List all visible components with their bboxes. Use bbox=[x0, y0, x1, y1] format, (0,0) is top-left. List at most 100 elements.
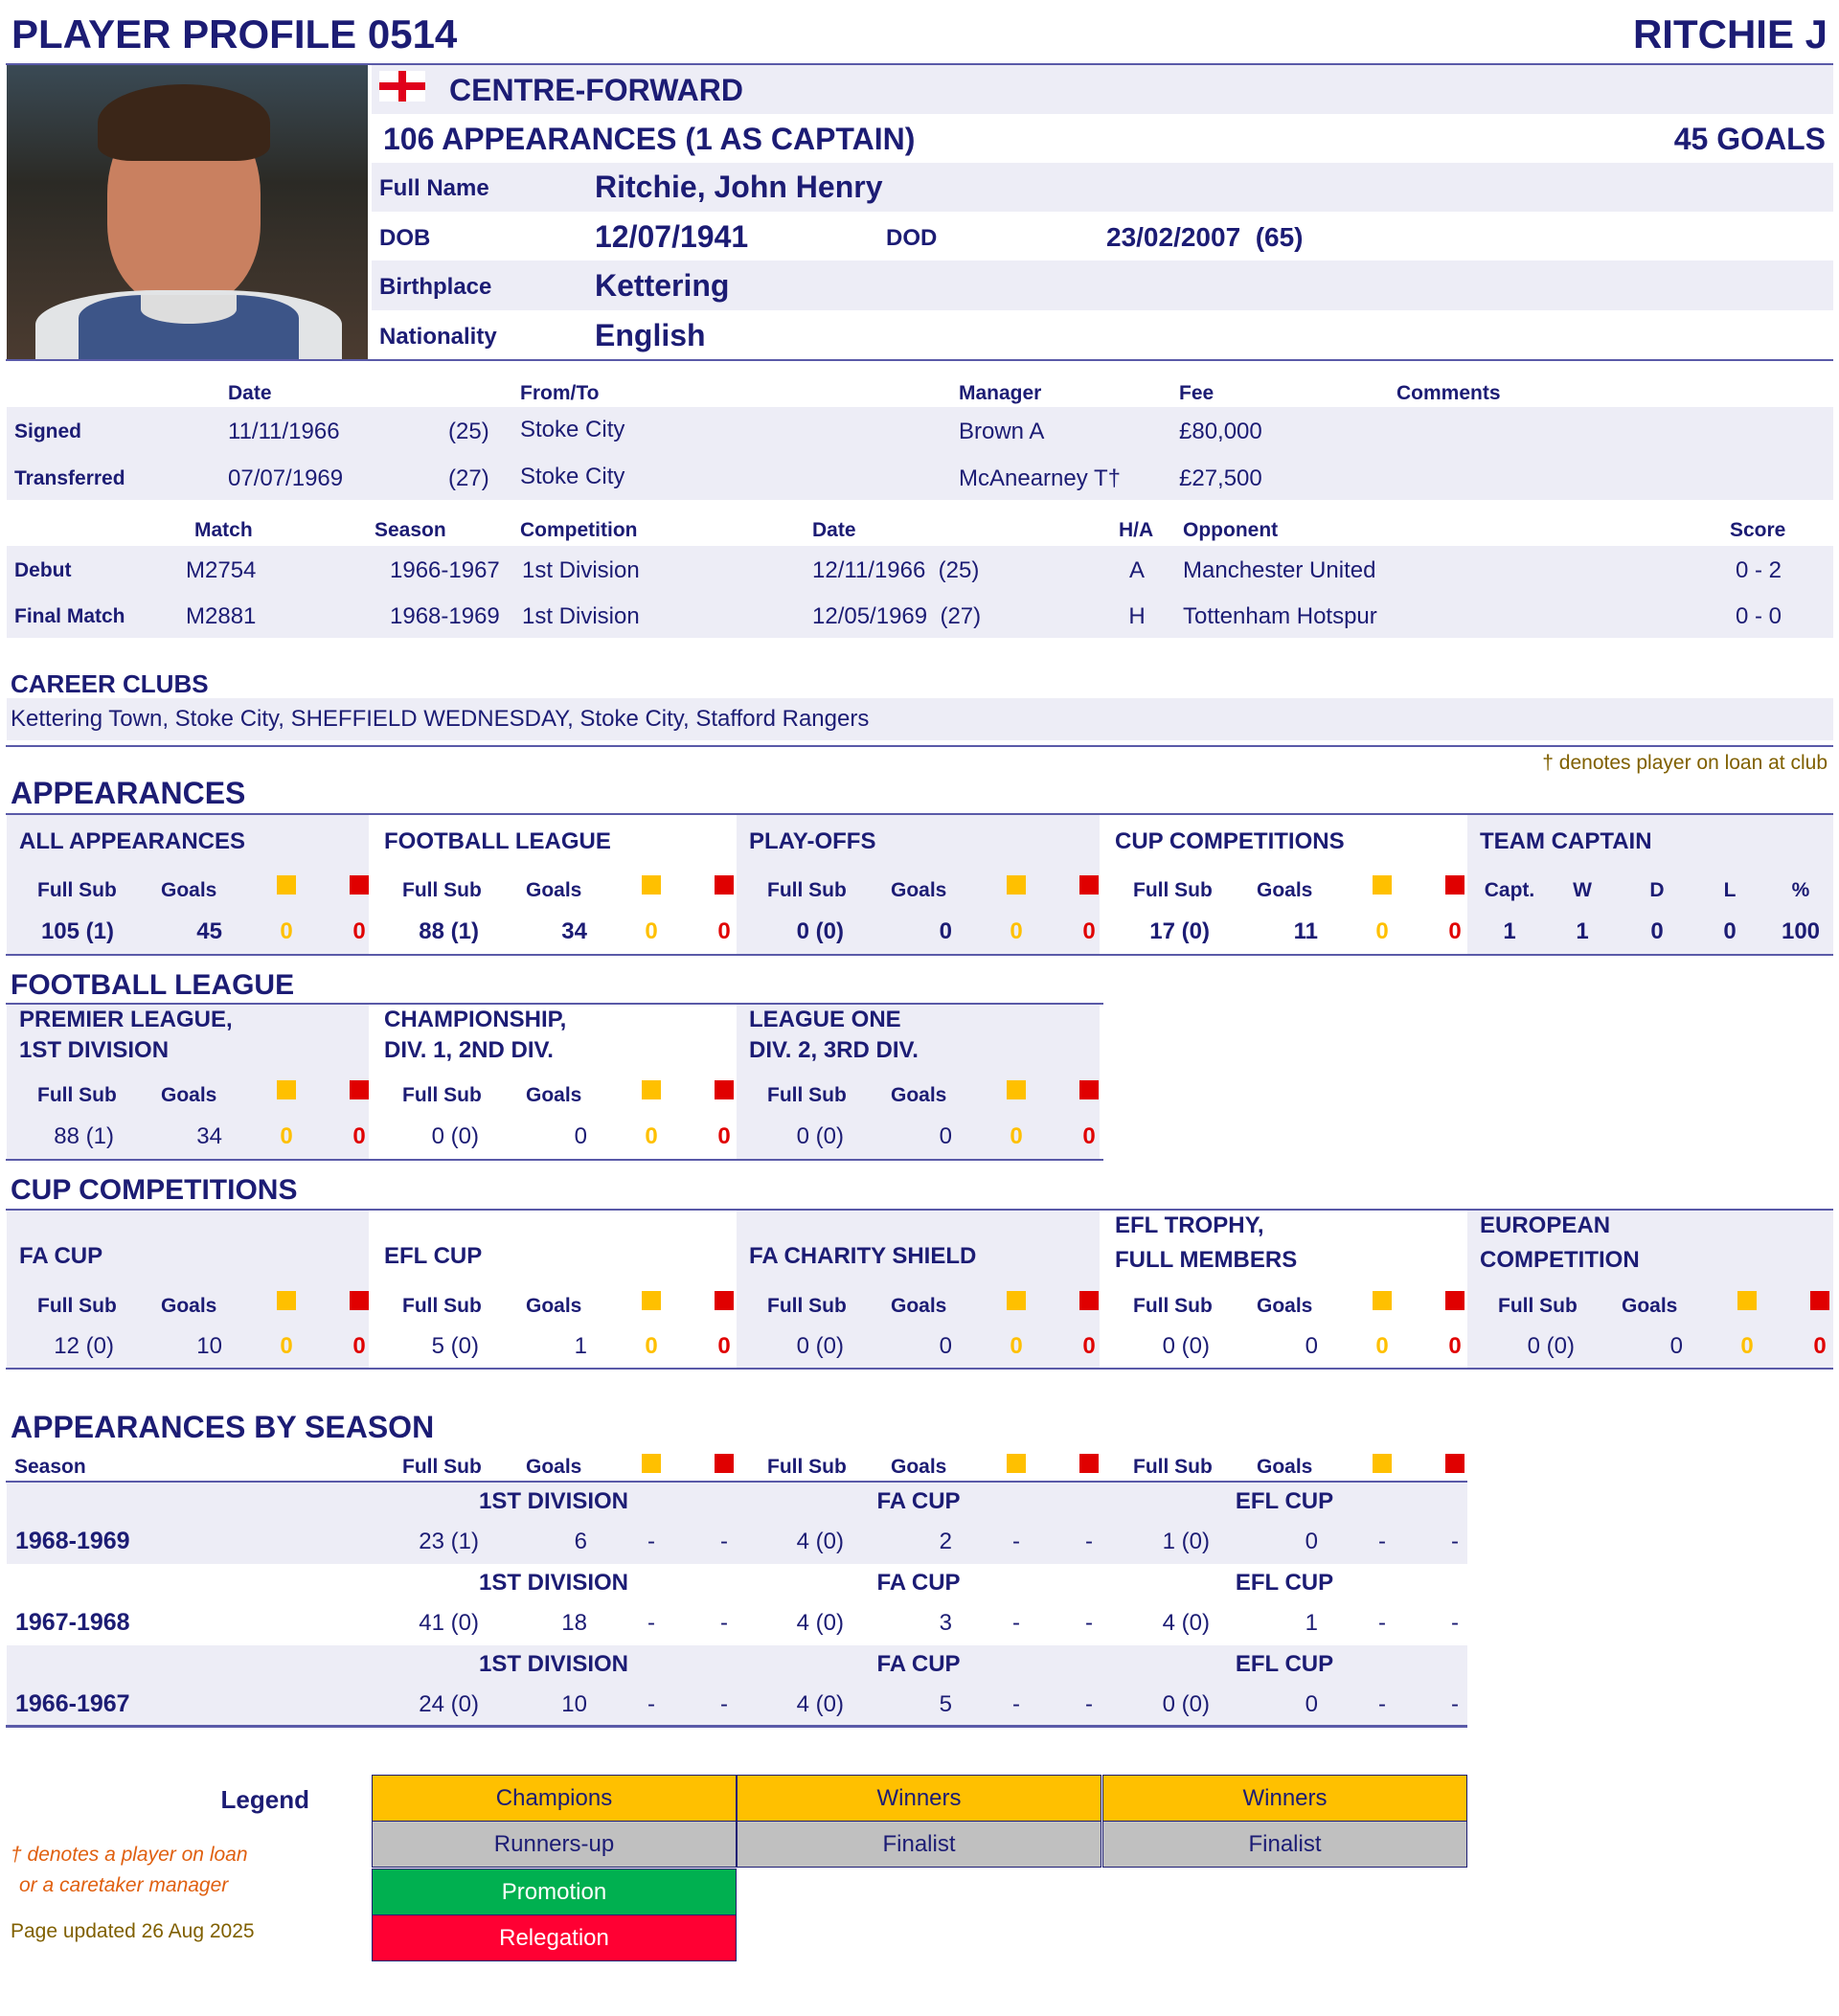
match-date: 12/05/1969 (27) bbox=[812, 603, 982, 629]
red-cards-value: 0 bbox=[1813, 1333, 1827, 1359]
stat-box: EUROPEAN COMPETITION Full Sub Goals 0 (0) 0 0 0 bbox=[1467, 1211, 1833, 1368]
goals-header: Goals bbox=[1257, 1295, 1313, 1317]
stat-box-title: 1ST DIVISION bbox=[19, 1037, 170, 1063]
loan-note: † denotes player on loan at club bbox=[1542, 752, 1828, 774]
goals-value: 34 bbox=[561, 918, 587, 944]
red-card-icon bbox=[350, 1080, 369, 1099]
match-header-date: Date bbox=[812, 519, 856, 541]
stat-box-title: EFL CUP bbox=[384, 1243, 483, 1269]
birthplace-label: Birthplace bbox=[379, 274, 492, 300]
captain-value: 0 bbox=[1650, 918, 1664, 944]
legend-winners-cell: Winners bbox=[1102, 1775, 1467, 1822]
stat-box: LEAGUE ONE DIV. 2, 3RD DIV. Full Sub Goals 0… bbox=[737, 1005, 1100, 1159]
dod-label: DOD bbox=[886, 225, 938, 251]
full-sub-value: 4 (0) bbox=[796, 1610, 844, 1636]
goals-value: 0 bbox=[1305, 1529, 1318, 1554]
goals-header: Goals bbox=[1257, 1456, 1313, 1478]
goals-value: 1 bbox=[574, 1333, 587, 1359]
season-label[interactable]: 1966-1967 bbox=[15, 1690, 130, 1717]
match-type: Debut bbox=[14, 559, 72, 581]
full-name-label: Full Name bbox=[379, 175, 489, 201]
match-id[interactable]: M2754 bbox=[186, 557, 257, 583]
red-cards-value: - bbox=[1451, 1610, 1459, 1636]
dod-value: 23/02/2007 (65) bbox=[1106, 222, 1304, 252]
goals-header: Goals bbox=[526, 1084, 582, 1106]
match-opponent[interactable]: Tottenham Hotspur bbox=[1183, 603, 1377, 629]
season-row: 1968-1969 1ST DIVISION 23 (1) 6 - - FA CUP 4 (0… bbox=[7, 1483, 1467, 1564]
footnote-loan-line1: † denotes a player on loan bbox=[11, 1844, 248, 1866]
stat-box: CHAMPIONSHIP, DIV. 1, 2ND DIV. Full Sub Goa… bbox=[372, 1005, 734, 1159]
red-cards-value: - bbox=[720, 1529, 728, 1554]
yellow-card-icon bbox=[642, 1291, 661, 1310]
stat-box-title: LEAGUE ONE bbox=[749, 1007, 901, 1032]
stat-box: CUP COMPETITIONS Full Sub Goals 17 (0) 11 0 0 bbox=[1102, 815, 1464, 954]
stat-box-title: DIV. 1, 2ND DIV. bbox=[384, 1037, 554, 1063]
page-updated: Page updated 26 Aug 2025 bbox=[11, 1920, 255, 1942]
red-card-icon bbox=[715, 1291, 734, 1310]
yellow-cards-value: 0 bbox=[280, 918, 293, 944]
match-header-season: Season bbox=[375, 519, 446, 541]
yellow-cards-value: - bbox=[1012, 1691, 1020, 1717]
full-sub-header: Full Sub bbox=[767, 1084, 847, 1106]
season-label[interactable]: 1968-1969 bbox=[15, 1528, 130, 1554]
match-opponent[interactable]: Manchester United bbox=[1183, 557, 1376, 583]
match-type: Final Match bbox=[14, 605, 125, 627]
england-flag-icon bbox=[379, 71, 425, 102]
full-sub-header: Full Sub bbox=[1498, 1295, 1578, 1317]
yellow-cards-value: - bbox=[1012, 1529, 1020, 1554]
match-id[interactable]: M2881 bbox=[186, 603, 257, 629]
red-cards-value: - bbox=[1085, 1610, 1093, 1636]
red-cards-value: 0 bbox=[717, 1333, 731, 1359]
appearances-summary: 106 APPEARANCES (1 AS CAPTAIN) bbox=[383, 122, 916, 156]
red-cards-value: 0 bbox=[1082, 1333, 1096, 1359]
full-sub-value: 0 (0) bbox=[1162, 1333, 1210, 1359]
full-name-value: Ritchie, John Henry bbox=[595, 170, 883, 204]
season-label[interactable]: 1967-1968 bbox=[15, 1609, 130, 1636]
red-cards-value: 0 bbox=[1082, 1123, 1096, 1149]
goals-value: 11 bbox=[1293, 918, 1318, 944]
goals-value: 3 bbox=[939, 1610, 952, 1636]
match-competition: 1st Division bbox=[522, 557, 640, 583]
yellow-cards-value: 0 bbox=[1010, 1123, 1023, 1149]
match-header-match: Match bbox=[194, 519, 253, 541]
yellow-cards-value: 0 bbox=[1375, 918, 1389, 944]
stat-box-title: FA CUP bbox=[19, 1243, 103, 1269]
by-season-heading: APPEARANCES BY SEASON bbox=[11, 1410, 435, 1444]
captain-value: 100 bbox=[1781, 918, 1821, 944]
legend-relegation-cell: Relegation bbox=[372, 1914, 737, 1961]
red-card-icon bbox=[715, 1454, 734, 1473]
yellow-cards-value: 0 bbox=[645, 918, 658, 944]
transfer-header-fee: Fee bbox=[1179, 382, 1215, 404]
goals-value: 0 bbox=[1305, 1333, 1318, 1359]
red-card-icon bbox=[1810, 1291, 1829, 1310]
team-captain-title: TEAM CAPTAIN bbox=[1480, 828, 1652, 854]
full-sub-value: 4 (0) bbox=[796, 1529, 844, 1554]
red-card-icon bbox=[1079, 875, 1099, 895]
red-card-icon bbox=[1079, 1454, 1099, 1473]
red-card-icon bbox=[1445, 1291, 1464, 1310]
yellow-cards-value: 0 bbox=[645, 1333, 658, 1359]
transfer-club[interactable]: Stoke City bbox=[520, 464, 625, 489]
transfer-age: (25) bbox=[448, 419, 489, 444]
team-captain-box: TEAM CAPTAIN Capt. 1 W 1 D 0 L 0% 100 bbox=[1467, 815, 1833, 954]
goals-value: 34 bbox=[196, 1123, 222, 1149]
red-cards-value: 0 bbox=[1082, 918, 1096, 944]
stat-box: PLAY-OFFS Full Sub Goals 0 (0) 0 0 0 bbox=[737, 815, 1100, 954]
transfer-date: 11/11/1966 bbox=[228, 419, 340, 444]
stat-box-title: DIV. 2, 3RD DIV. bbox=[749, 1037, 919, 1063]
full-sub-value: 0 (0) bbox=[1527, 1333, 1575, 1359]
goals-header: Goals bbox=[526, 1295, 582, 1317]
competition-name: 1ST DIVISION bbox=[478, 1488, 629, 1514]
stat-box-title: EUROPEAN bbox=[1480, 1212, 1611, 1238]
competition-name: 1ST DIVISION bbox=[478, 1651, 629, 1677]
stat-box-title: COMPETITION bbox=[1480, 1247, 1640, 1273]
goals-header: Goals bbox=[161, 1295, 217, 1317]
transfer-club[interactable]: Stoke City bbox=[520, 417, 625, 442]
match-competition: 1st Division bbox=[522, 603, 640, 629]
full-sub-value: 1 (0) bbox=[1162, 1529, 1210, 1554]
full-sub-value: 17 (0) bbox=[1149, 918, 1210, 944]
red-cards-value: 0 bbox=[352, 1333, 366, 1359]
profile-divider bbox=[6, 359, 1833, 361]
full-sub-header: Full Sub bbox=[37, 879, 117, 901]
full-sub-value: 88 (1) bbox=[419, 918, 479, 944]
